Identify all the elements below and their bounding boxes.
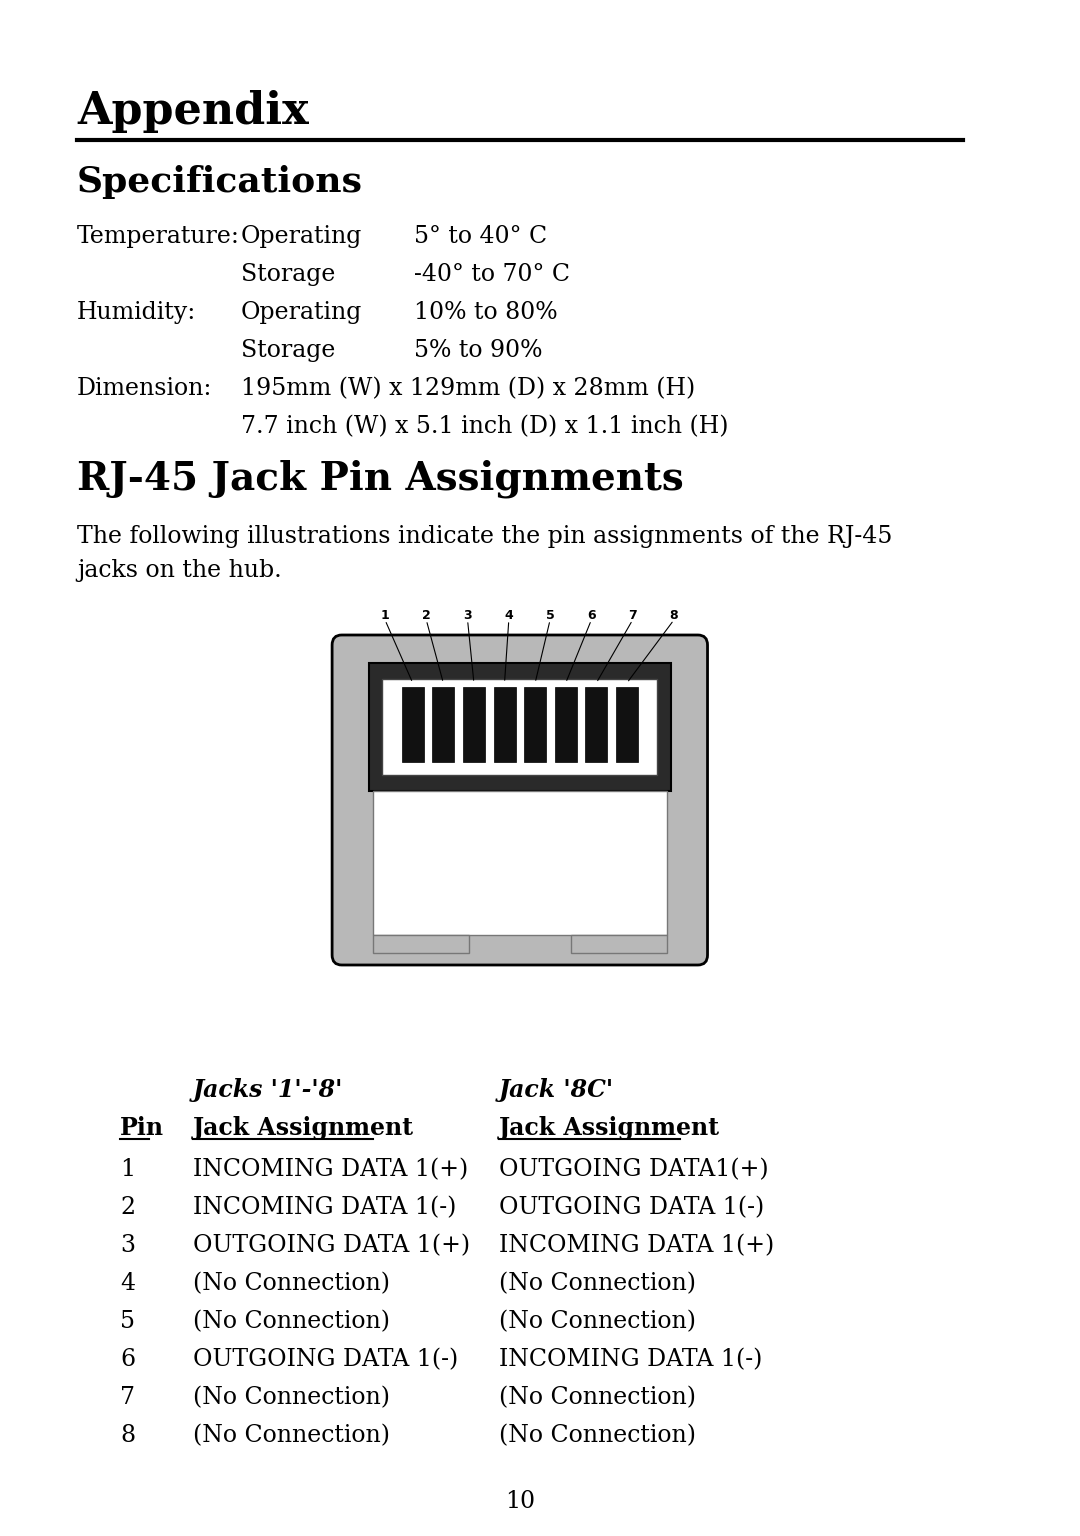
Text: 4: 4 <box>504 608 513 622</box>
Text: RJ-45 Jack Pin Assignments: RJ-45 Jack Pin Assignments <box>77 459 684 499</box>
Bar <box>382 679 658 776</box>
Text: 6: 6 <box>120 1349 135 1372</box>
Text: 7: 7 <box>120 1385 135 1409</box>
Text: 10: 10 <box>504 1490 535 1513</box>
Bar <box>432 687 455 762</box>
Text: INCOMING DATA 1(-): INCOMING DATA 1(-) <box>499 1349 762 1372</box>
Text: 5: 5 <box>545 608 554 622</box>
Text: Jack Assignment: Jack Assignment <box>192 1117 414 1140</box>
Text: OUTGOING DATA1(+): OUTGOING DATA1(+) <box>499 1158 768 1181</box>
Text: OUTGOING DATA 1(-): OUTGOING DATA 1(-) <box>499 1197 764 1220</box>
Text: Operating: Operating <box>241 224 362 247</box>
Text: Humidity:: Humidity: <box>77 301 197 324</box>
Text: 2: 2 <box>120 1197 135 1220</box>
Text: 2: 2 <box>422 608 431 622</box>
Text: Specifications: Specifications <box>77 164 363 200</box>
Text: Jack Assignment: Jack Assignment <box>499 1117 719 1140</box>
Bar <box>571 935 667 952</box>
Bar <box>616 687 638 762</box>
Text: Temperature:: Temperature: <box>77 224 240 247</box>
Text: (No Connection): (No Connection) <box>192 1272 390 1295</box>
Text: 5: 5 <box>120 1310 135 1333</box>
Text: 7: 7 <box>629 608 637 622</box>
Text: 7.7 inch (W) x 5.1 inch (D) x 1.1 inch (H): 7.7 inch (W) x 5.1 inch (D) x 1.1 inch (… <box>241 415 728 438</box>
Text: 6: 6 <box>588 608 596 622</box>
Text: Appendix: Appendix <box>77 91 309 134</box>
Bar <box>524 687 546 762</box>
Bar <box>555 687 577 762</box>
Text: (No Connection): (No Connection) <box>499 1424 696 1447</box>
Text: Jack '8C': Jack '8C' <box>499 1078 613 1101</box>
Bar <box>585 687 607 762</box>
Text: 10% to 80%: 10% to 80% <box>414 301 557 324</box>
Text: (No Connection): (No Connection) <box>192 1385 390 1409</box>
Bar <box>373 935 469 952</box>
Text: OUTGOING DATA 1(+): OUTGOING DATA 1(+) <box>192 1233 470 1256</box>
Bar <box>368 664 671 791</box>
Text: 195mm (W) x 129mm (D) x 28mm (H): 195mm (W) x 129mm (D) x 28mm (H) <box>241 376 694 399</box>
Text: Operating: Operating <box>241 301 362 324</box>
Text: Pin: Pin <box>120 1117 164 1140</box>
Text: Storage: Storage <box>241 339 335 362</box>
Text: -40° to 70° C: -40° to 70° C <box>414 263 570 286</box>
Bar <box>494 687 515 762</box>
Text: Storage: Storage <box>241 263 335 286</box>
Text: (No Connection): (No Connection) <box>499 1310 696 1333</box>
Text: 5% to 90%: 5% to 90% <box>414 339 542 362</box>
Text: Jacks '1'-'8': Jacks '1'-'8' <box>192 1078 342 1101</box>
Text: 8: 8 <box>120 1424 135 1447</box>
Text: 4: 4 <box>120 1272 135 1295</box>
Bar <box>402 687 423 762</box>
Bar <box>463 687 485 762</box>
Text: 8: 8 <box>670 608 678 622</box>
Text: 1: 1 <box>120 1158 135 1181</box>
Text: INCOMING DATA 1(+): INCOMING DATA 1(+) <box>192 1158 468 1181</box>
Text: INCOMING DATA 1(+): INCOMING DATA 1(+) <box>499 1233 774 1256</box>
Text: (No Connection): (No Connection) <box>192 1310 390 1333</box>
Text: 3: 3 <box>463 608 472 622</box>
Text: Dimension:: Dimension: <box>77 376 213 399</box>
Text: (No Connection): (No Connection) <box>192 1424 390 1447</box>
Bar <box>373 791 667 935</box>
Text: The following illustrations indicate the pin assignments of the RJ-45
jacks on t: The following illustrations indicate the… <box>77 525 892 582</box>
Text: (No Connection): (No Connection) <box>499 1272 696 1295</box>
Text: 3: 3 <box>120 1233 135 1256</box>
Text: 5° to 40° C: 5° to 40° C <box>414 224 548 247</box>
Text: OUTGOING DATA 1(-): OUTGOING DATA 1(-) <box>192 1349 458 1372</box>
Text: INCOMING DATA 1(-): INCOMING DATA 1(-) <box>192 1197 456 1220</box>
Text: (No Connection): (No Connection) <box>499 1385 696 1409</box>
Text: 1: 1 <box>380 608 390 622</box>
FancyBboxPatch shape <box>333 634 707 965</box>
